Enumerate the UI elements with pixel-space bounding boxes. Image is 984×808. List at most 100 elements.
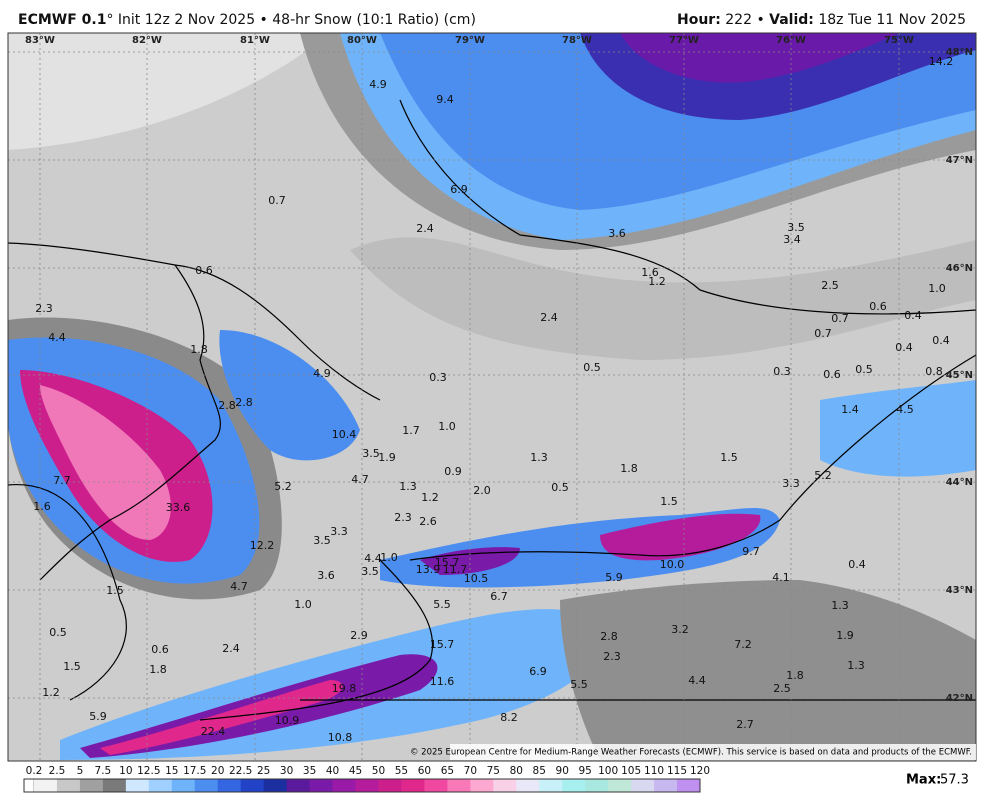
snow-value: 10.5 <box>464 572 489 585</box>
snow-value: 3.4 <box>783 233 801 246</box>
colorbar-swatch <box>102 779 127 792</box>
snow-value: 9.4 <box>436 93 454 106</box>
colorbar-swatch <box>355 779 379 792</box>
colorbar-swatch <box>401 779 425 792</box>
colorbar-swatch <box>447 779 471 792</box>
snow-value: 2.0 <box>473 484 491 497</box>
credit: © 2025 European Centre for Medium-Range … <box>410 748 972 758</box>
colorbar-tick-label: 100 <box>598 765 618 777</box>
snow-value: 3.5 <box>361 565 379 578</box>
colorbar-tick-label: 5 <box>77 765 84 777</box>
colorbar-swatch <box>562 779 586 792</box>
max-label: Max: <box>906 773 941 788</box>
snow-value: 19.8 <box>332 682 357 695</box>
snow-value: 10.8 <box>328 731 353 744</box>
colorbar-tick-label: 70 <box>464 765 477 777</box>
snow-value: 1.8 <box>190 343 208 356</box>
title: ECMWF 0.1° Init 12z 2 Nov 2025 • 48-hr S… <box>18 12 476 28</box>
colorbar-tick-label: 20 <box>211 765 224 777</box>
snow-value: 1.2 <box>42 686 60 699</box>
colorbar-tick-label: 105 <box>621 765 641 777</box>
snow-value: 3.2 <box>671 623 689 636</box>
snow-value: 1.9 <box>836 629 854 642</box>
snow-value: 1.7 <box>402 424 420 437</box>
colorbar-tick-label: 55 <box>395 765 408 777</box>
longitude-label: 78°W <box>562 35 592 46</box>
snow-value: 0.3 <box>429 371 447 384</box>
snow-value: 4.9 <box>313 367 331 380</box>
snow-value: 13.9 <box>416 563 441 576</box>
snow-value: 2.4 <box>416 222 434 235</box>
snow-field <box>8 33 976 761</box>
colorbar-swatch <box>263 779 288 792</box>
colorbar-tick-label: 110 <box>644 765 664 777</box>
hour: 222 <box>725 12 752 28</box>
snow-value: 33.6 <box>166 501 191 514</box>
snow-value: 1.0 <box>294 598 312 611</box>
snow-value: 1.5 <box>63 660 81 673</box>
snow-value: 1.6 <box>641 266 659 279</box>
colorbar-tick-label: 40 <box>326 765 339 777</box>
colorbar-swatch <box>631 779 655 792</box>
colorbar-tick-label: 7.5 <box>95 765 112 777</box>
colorbar-tick-label: 30 <box>280 765 293 777</box>
colorbar-swatch <box>493 779 517 792</box>
latitude-label: 48°N <box>946 47 973 58</box>
latitude-label: 45°N <box>946 370 973 381</box>
separator: • <box>756 12 765 28</box>
colorbar-frame <box>23 778 701 793</box>
snow-value: 0.6 <box>195 264 213 277</box>
snow-value: 2.3 <box>394 511 412 524</box>
snow-value: 5.5 <box>433 598 451 611</box>
snow-value: 1.5 <box>660 495 678 508</box>
colorbar-swatch <box>470 779 494 792</box>
snow-value: 1.3 <box>831 599 849 612</box>
snow-value: 0.8 <box>925 365 943 378</box>
longitude-label: 80°W <box>347 35 377 46</box>
colorbar-tick-label: 2.5 <box>49 765 66 777</box>
snow-value: 2.8 <box>235 396 253 409</box>
snow-value: 1.5 <box>106 584 124 597</box>
snow-value: 2.3 <box>35 302 53 315</box>
snow-value: 4.4 <box>48 331 66 344</box>
latitude-label: 47°N <box>946 155 973 166</box>
snow-value: 4.4 <box>688 674 706 687</box>
snow-value: 2.8 <box>600 630 618 643</box>
colorbar-swatch <box>240 779 265 792</box>
snow-value: 0.4 <box>932 334 950 347</box>
colorbar-swatch <box>171 779 196 792</box>
snow-value: 1.2 <box>648 275 666 288</box>
snow-value: 6.7 <box>490 590 508 603</box>
snow-value: 7.7 <box>53 474 71 487</box>
snow-value: 4.1 <box>772 571 790 584</box>
degree: ° <box>106 12 114 28</box>
snow-value: 1.6 <box>33 500 51 513</box>
longitude-label: 79°W <box>455 35 485 46</box>
snow-value: 2.8 <box>218 399 236 412</box>
snow-value: 3.6 <box>317 569 335 582</box>
snow-value: 2.4 <box>222 642 240 655</box>
colorbar-swatch <box>378 779 402 792</box>
snow-value: 0.5 <box>583 361 601 374</box>
map-frame <box>7 32 977 762</box>
run-info: Init 12z 2 Nov 2025 • 48-hr Snow (10:1 R… <box>117 12 476 28</box>
snow-value: 1.8 <box>786 669 804 682</box>
colorbar-swatch <box>217 779 242 792</box>
snow-value: 0.6 <box>151 643 169 656</box>
snow-value: 5.2 <box>274 480 292 493</box>
snow-value: 12.2 <box>250 539 275 552</box>
snow-value: 4.7 <box>351 473 369 486</box>
colorbar-tick-label: 95 <box>578 765 591 777</box>
snow-value: 5.9 <box>605 571 623 584</box>
snow-value: 9.7 <box>742 545 760 558</box>
colorbar-swatch <box>309 779 334 792</box>
snow-value: 1.8 <box>620 462 638 475</box>
snow-value: 1.9 <box>378 451 396 464</box>
valid-label: Valid: <box>769 12 814 28</box>
snow-value: 2.6 <box>419 515 437 528</box>
colorbar-swatch <box>56 779 81 792</box>
borders <box>7 99 977 721</box>
snow-value: 0.6 <box>823 368 841 381</box>
colorbar-swatch <box>194 779 219 792</box>
snow-value: 1.0 <box>438 420 456 433</box>
